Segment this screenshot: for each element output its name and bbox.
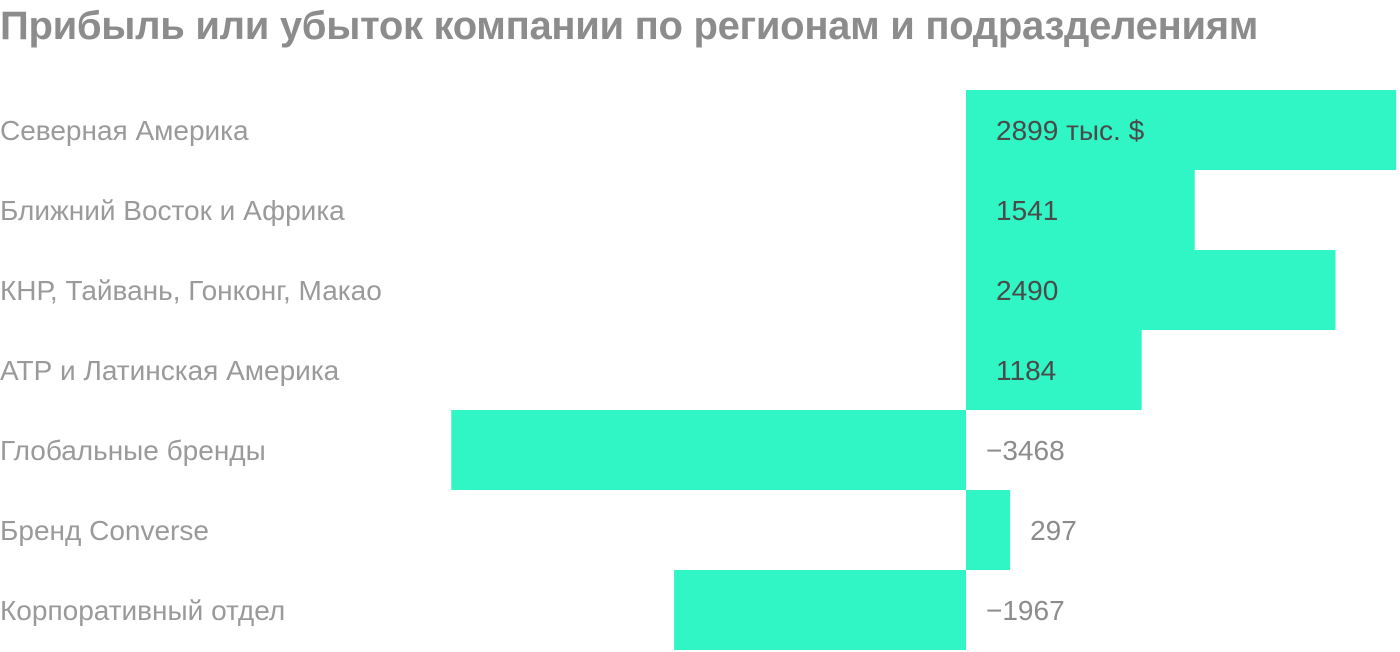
chart-title: Прибыль или убыток компании по регионам … xyxy=(0,4,1259,48)
category-label: Бренд Converse xyxy=(0,515,209,546)
bar xyxy=(966,170,1195,250)
bar xyxy=(966,330,1142,410)
category-label: КНР, Тайвань, Гонконг, Макао xyxy=(0,275,382,306)
bar xyxy=(966,490,1011,570)
value-label: 2490 xyxy=(996,275,1058,306)
category-label: Глобальные бренды xyxy=(0,435,266,466)
bar xyxy=(674,570,966,650)
category-labels-group: Северная Америка Ближний Восток и Африка К… xyxy=(0,115,382,626)
bar xyxy=(966,250,1336,330)
value-label: 1184 xyxy=(996,355,1056,386)
value-label: −3468 xyxy=(986,435,1065,466)
bar xyxy=(966,90,1397,170)
value-label: 1541 xyxy=(996,195,1058,226)
value-labels-group: 2899 тыс. $ 1541 2490 1184 −3468 297 −1967 xyxy=(986,115,1145,626)
category-label: АТР и Латинская Америка xyxy=(0,355,340,386)
value-label: 297 xyxy=(1030,515,1077,546)
category-label: Северная Америка xyxy=(0,115,249,146)
value-label: 2899 тыс. $ xyxy=(996,115,1145,146)
category-label: Корпоративный отдел xyxy=(0,595,285,626)
category-label: Ближний Восток и Африка xyxy=(0,195,345,226)
bar xyxy=(451,410,966,490)
value-label: −1967 xyxy=(986,595,1065,626)
bars-group xyxy=(451,90,1397,650)
